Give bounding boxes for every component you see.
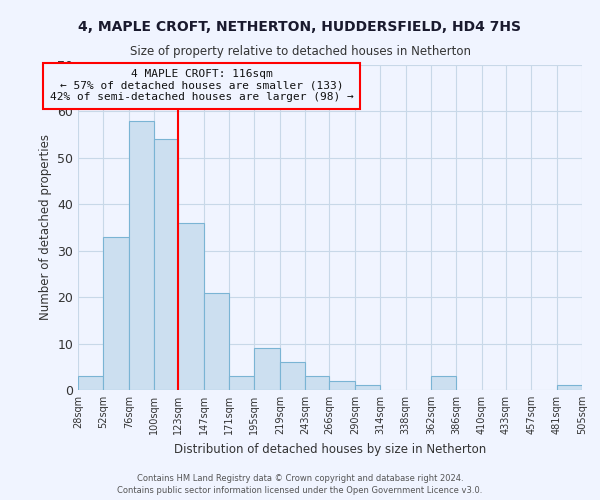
Bar: [431, 376, 456, 390]
Bar: [280, 362, 305, 390]
Bar: [329, 380, 355, 390]
Bar: [178, 223, 204, 390]
Bar: [78, 376, 103, 390]
Text: Contains HM Land Registry data © Crown copyright and database right 2024.
Contai: Contains HM Land Registry data © Crown c…: [118, 474, 482, 495]
Text: Size of property relative to detached houses in Netherton: Size of property relative to detached ho…: [130, 45, 470, 58]
Y-axis label: Number of detached properties: Number of detached properties: [38, 134, 52, 320]
Bar: [103, 237, 129, 390]
Bar: [154, 140, 178, 390]
Bar: [129, 120, 154, 390]
Text: 4 MAPLE CROFT: 116sqm
← 57% of detached houses are smaller (133)
42% of semi-det: 4 MAPLE CROFT: 116sqm ← 57% of detached …: [50, 70, 353, 102]
Bar: [254, 348, 280, 390]
Bar: [355, 386, 380, 390]
Bar: [204, 292, 229, 390]
X-axis label: Distribution of detached houses by size in Netherton: Distribution of detached houses by size …: [174, 442, 486, 456]
Text: 4, MAPLE CROFT, NETHERTON, HUDDERSFIELD, HD4 7HS: 4, MAPLE CROFT, NETHERTON, HUDDERSFIELD,…: [79, 20, 521, 34]
Bar: [229, 376, 254, 390]
Bar: [305, 376, 329, 390]
Bar: [557, 386, 582, 390]
